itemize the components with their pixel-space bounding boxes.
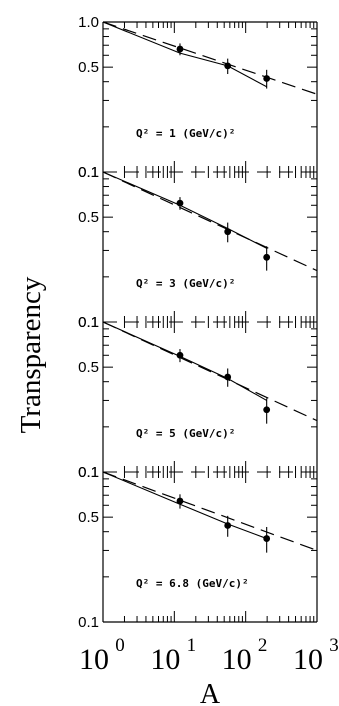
panel-3: 0.1 0.5 0.1 Q² = 5 (GeV/c)² bbox=[78, 314, 318, 481]
panel-4: 0.1 0.5 0.1 Q² = 6.8 (GeV/c)² bbox=[78, 464, 318, 631]
x-tick-label-exponent: 0 bbox=[115, 635, 125, 656]
solid-model-line bbox=[102, 321, 267, 401]
panel-1: 0.1 0.5 1.0 Q² = 1 (GeV/c)² bbox=[78, 14, 318, 181]
panel-label: Q² = 3 (GeV/c)² bbox=[136, 277, 235, 290]
panel-label: Q² = 6.8 (GeV/c)² bbox=[136, 577, 249, 590]
y-tick-label: 0.5 bbox=[78, 509, 99, 526]
y-axis-label: Transparency bbox=[15, 276, 47, 433]
data-point bbox=[176, 497, 184, 505]
y-tick-label: 0.1 bbox=[78, 314, 99, 331]
panel-2: 0.1 0.5 0.1 Q² = 3 (GeV/c)² bbox=[78, 164, 318, 331]
solid-model-line bbox=[102, 471, 267, 540]
x-tick-label: 10 bbox=[79, 643, 109, 676]
data-point bbox=[176, 199, 184, 207]
data-point bbox=[224, 62, 232, 70]
data-point bbox=[224, 373, 232, 381]
data-point bbox=[263, 253, 271, 261]
solid-model-line bbox=[102, 21, 267, 88]
panel-label: Q² = 1 (GeV/c)² bbox=[136, 127, 235, 140]
x-tick-label-exponent: 2 bbox=[258, 635, 268, 656]
y-tick-label: 0.1 bbox=[78, 464, 99, 481]
chart-panels: 0.1 0.5 1.0 Q² = 1 (GeV/c)² 0.1 0.5 0.1 Q² = 3 … bbox=[78, 14, 339, 676]
x-tick-label: 10 bbox=[293, 643, 323, 676]
data-point bbox=[176, 351, 184, 359]
dashed-fit-line bbox=[102, 21, 318, 95]
y-tick-label: 1.0 bbox=[78, 14, 99, 31]
y-tick-label: 0.1 bbox=[78, 164, 99, 181]
y-tick-label: 0.5 bbox=[78, 59, 99, 76]
y-tick-label: 0.5 bbox=[78, 359, 99, 376]
data-point bbox=[224, 228, 232, 236]
dashed-fit-line bbox=[102, 171, 318, 272]
y-tick-label: 0.1 bbox=[78, 614, 99, 631]
x-tick-label: 10 bbox=[222, 643, 252, 676]
x-tick-label-exponent: 1 bbox=[187, 635, 197, 656]
x-tick-label: 10 bbox=[150, 643, 180, 676]
solid-model-line bbox=[102, 171, 267, 249]
dashed-fit-line bbox=[102, 471, 318, 551]
x-tick-label-exponent: 3 bbox=[329, 635, 339, 656]
panel-label: Q² = 5 (GeV/c)² bbox=[136, 427, 235, 440]
y-tick-label: 0.5 bbox=[78, 209, 99, 226]
y-tick-label: 0.1 bbox=[78, 164, 99, 181]
data-point bbox=[224, 522, 232, 529]
data-point bbox=[263, 75, 271, 82]
data-point bbox=[263, 535, 271, 542]
dashed-fit-line bbox=[102, 321, 318, 422]
data-point bbox=[176, 45, 184, 53]
data-point bbox=[263, 406, 271, 414]
x-axis-label: A bbox=[200, 679, 221, 706]
y-tick-label: 0.1 bbox=[78, 314, 99, 331]
y-tick-label: 0.1 bbox=[78, 464, 99, 481]
